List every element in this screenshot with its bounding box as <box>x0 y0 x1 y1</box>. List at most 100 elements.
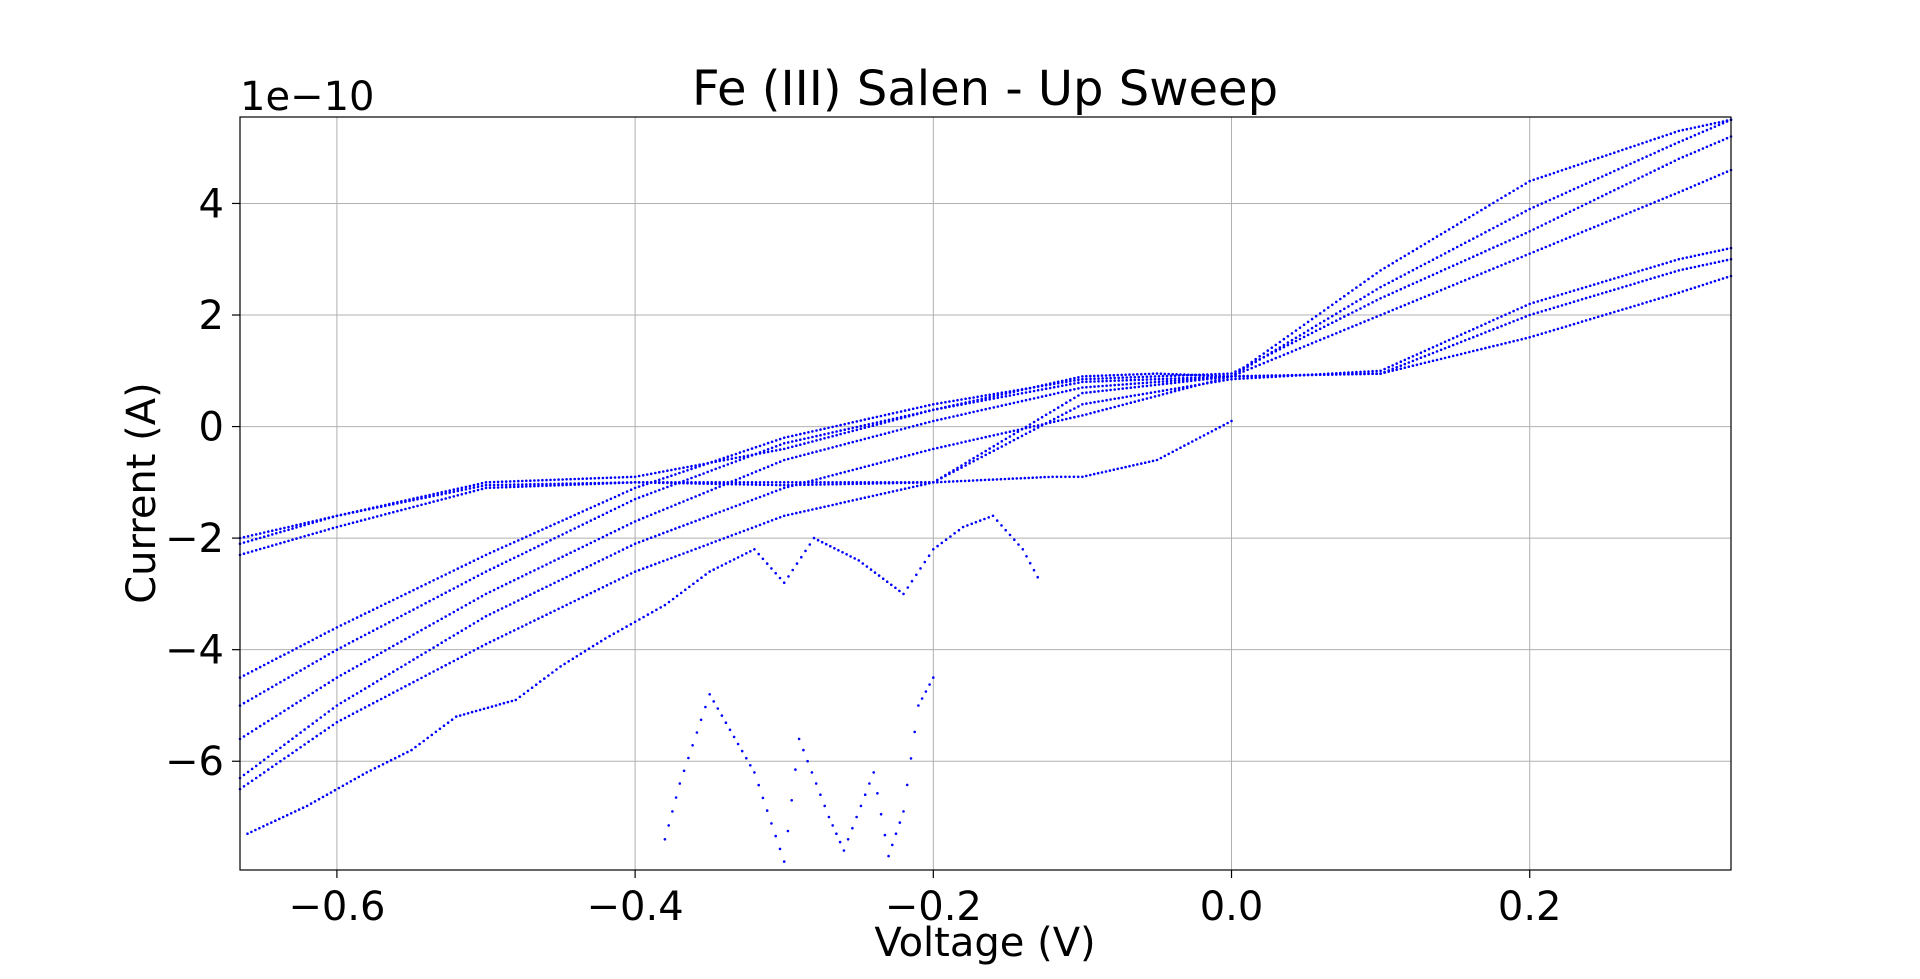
scatter-point <box>757 783 760 787</box>
scatter-point <box>1379 285 1382 289</box>
scatter-point <box>1314 324 1318 328</box>
scatter-point <box>1532 334 1535 338</box>
scatter-point <box>928 481 931 485</box>
scatter-point <box>504 605 508 608</box>
scatter-point <box>1637 158 1640 162</box>
scatter-point <box>754 470 758 473</box>
scatter-point <box>1455 245 1459 249</box>
scatter-point <box>1419 264 1423 268</box>
scatter-point <box>275 528 278 532</box>
scatter-point <box>246 732 250 736</box>
scatter-point <box>674 467 677 471</box>
scatter-point <box>589 591 593 595</box>
scatter-point <box>1173 374 1177 378</box>
scatter-point <box>351 618 355 621</box>
scatter-point <box>967 479 971 483</box>
scatter-point <box>472 622 476 625</box>
scatter-point <box>794 768 797 771</box>
scatter-point <box>871 416 875 420</box>
scatter-point <box>1556 195 1560 198</box>
scatter-point <box>388 646 391 650</box>
scatter-point <box>1100 374 1104 377</box>
scatter-point <box>279 527 282 531</box>
scatter-point <box>1085 377 1088 381</box>
scatter-point <box>271 717 274 720</box>
scatter-point <box>883 413 887 417</box>
scatter-point <box>420 584 423 588</box>
scatter-point <box>1605 220 1608 224</box>
scatter-point <box>1169 379 1173 383</box>
scatter-point <box>1124 465 1127 469</box>
scatter-point <box>1120 466 1123 470</box>
scatter-point <box>1508 321 1511 325</box>
scatter-point <box>690 549 693 552</box>
scatter-point <box>1673 192 1677 196</box>
scatter-point <box>1576 232 1580 236</box>
scatter-point <box>671 810 674 813</box>
scatter-point <box>266 823 269 826</box>
scatter-point <box>625 501 629 505</box>
scatter-point <box>1008 402 1012 406</box>
scatter-point <box>496 564 500 567</box>
scatter-point <box>1242 370 1245 373</box>
scatter-point <box>795 481 798 484</box>
scatter-point <box>1274 356 1278 360</box>
scatter-point <box>569 601 572 605</box>
scatter-point <box>814 782 818 785</box>
scatter-point <box>1093 410 1096 414</box>
scatter-point <box>534 683 538 686</box>
scatter-point <box>1605 313 1608 316</box>
scatter-point <box>1036 385 1040 388</box>
scatter-point <box>1181 374 1185 377</box>
scatter-point <box>1524 315 1527 318</box>
scatter-point <box>1516 318 1519 322</box>
scatter-point <box>686 469 689 472</box>
scatter-point <box>996 433 1000 436</box>
scatter-point <box>398 754 401 758</box>
scatter-point <box>1601 222 1604 226</box>
scatter-point <box>839 423 842 427</box>
scatter-point <box>335 514 339 518</box>
scatter-point <box>436 595 440 599</box>
scatter-point <box>506 700 510 704</box>
scatter-point <box>698 493 701 497</box>
scatter-point <box>1560 214 1564 217</box>
scatter-point <box>1012 401 1016 405</box>
scatter-point <box>414 745 417 749</box>
scatter-point <box>940 401 943 405</box>
scatter-point <box>1089 390 1092 394</box>
scatter-point <box>1286 335 1290 338</box>
scatter-point <box>1032 397 1036 400</box>
scatter-point <box>1621 185 1624 188</box>
scatter-point <box>1136 373 1139 376</box>
scatter-point <box>988 393 991 397</box>
scatter-point <box>1359 322 1362 325</box>
scatter-point <box>488 551 492 555</box>
scatter-point <box>1021 548 1025 551</box>
scatter-point <box>323 729 327 732</box>
scatter-point <box>1125 386 1128 390</box>
scatter-point <box>786 513 790 517</box>
scatter-point <box>440 575 444 578</box>
scatter-point <box>1072 475 1076 479</box>
scatter-point <box>1081 391 1084 395</box>
scatter-point <box>1326 373 1330 376</box>
scatter-point <box>597 587 601 591</box>
scatter-point <box>396 689 399 692</box>
scatter-series <box>238 274 1733 540</box>
scatter-point <box>843 431 846 435</box>
scatter-point <box>1085 391 1088 394</box>
scatter-point <box>581 523 584 526</box>
scatter-point <box>1004 390 1008 394</box>
scatter-point <box>1141 392 1145 396</box>
scatter-point <box>359 614 363 617</box>
scatter-point <box>275 531 278 535</box>
scatter-point <box>1447 355 1451 359</box>
scatter-point <box>1480 332 1483 336</box>
scatter-point <box>1109 379 1112 383</box>
scatter-point <box>468 624 472 628</box>
scatter-point <box>778 847 782 851</box>
scatter-point <box>508 603 512 606</box>
scatter-point <box>1693 133 1697 137</box>
scatter-point <box>855 428 859 432</box>
